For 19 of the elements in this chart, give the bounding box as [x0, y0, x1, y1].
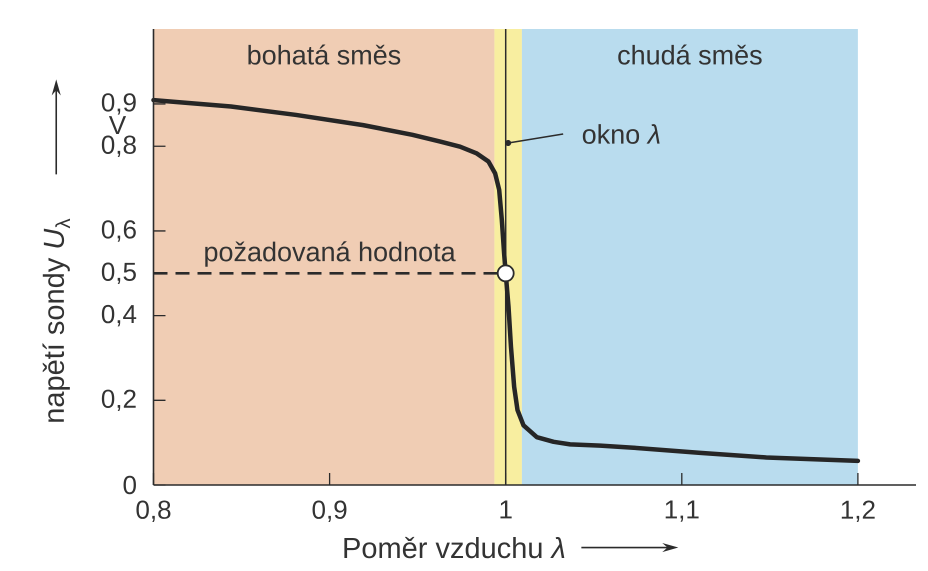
- x-axis-title: Poměr vzduchu λ: [344, 536, 564, 558]
- y-tick-label: 0,9: [102, 93, 136, 115]
- y-tick-label: 0,8: [102, 136, 136, 158]
- x-tick-label: 1: [500, 500, 512, 518]
- x-tick-label: 0,8: [136, 500, 170, 522]
- y-tick-label: 0,2: [102, 390, 136, 412]
- y-tick-label: 0,4: [102, 304, 136, 326]
- y-axis-title: napětí sondy U$_{λ}$: [42, 218, 70, 422]
- text: V: [108, 116, 126, 134]
- x-tick-label: 1,1: [666, 500, 699, 522]
- y-tick-label: 0: [124, 476, 136, 494]
- band-label: bohatá směs: [248, 44, 400, 65]
- band-label: okno λ: [582, 124, 660, 144]
- y-tick-label: 0,6: [102, 220, 136, 242]
- y-tick-label: 0,5: [102, 262, 136, 284]
- x-tick-label: 0,9: [312, 500, 346, 522]
- band-label: chudá směs: [618, 44, 762, 65]
- ref-line-label: požadovaná hodnota: [205, 241, 456, 267]
- x-tick-label: 1,2: [842, 500, 875, 522]
